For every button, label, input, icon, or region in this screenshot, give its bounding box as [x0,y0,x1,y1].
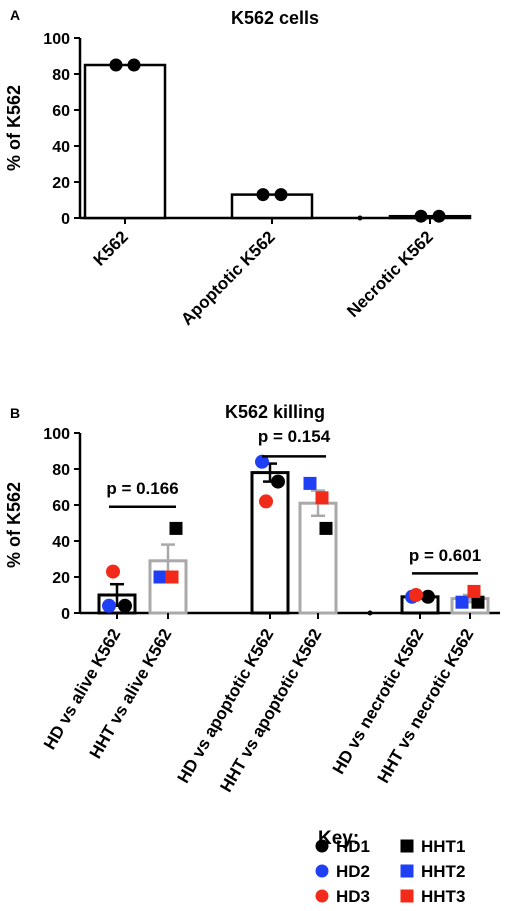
panel-b-data-point-hd2 [102,598,116,613]
panel-a-bar [388,214,472,220]
panel-b-data-point-hd3 [106,564,120,579]
legend-title: Key: [318,828,359,849]
panel-a-x-tick-label: Necrotic K562 [343,227,437,321]
panel-b-y-tick-label: 40 [52,534,70,551]
panel-b-data-point-hd1 [118,598,132,613]
panel-b-p-value-label: p = 0.166 [106,479,178,498]
panel-b-y-tick-label: 100 [43,426,70,443]
panel-a-y-tick-label: 20 [52,175,70,192]
panel-a-title: K562 cells [231,8,319,28]
legend-label-hd1: HD1 [336,837,370,856]
panel-a-x-tick-label: K562 [90,227,132,269]
panel-b-data-point-hht3 [467,584,481,598]
panel-a-y-tick-label: 0 [61,211,70,228]
panel-a-axis-marker [357,215,363,221]
panel-b-data-point-hht2 [455,595,469,609]
legend: Key: HD1 HHT1 HD2 HHT2 HD3 HHT3 [315,828,465,906]
panel-b-y-tick-label: 20 [52,570,70,587]
panel-a-y-tick-label: 100 [43,31,70,48]
panel-a-y-tick-label: 60 [52,103,70,120]
legend-marker-hd1 [315,839,329,853]
panel-b-x-tick-label: HHT vs necrotic K562 [374,626,478,787]
panel-b-x-tick-label: HD vs necrotic K562 [329,626,428,778]
legend-marker-hd3 [315,889,329,903]
panel-b-y-axis-label: % of K562 [4,482,24,568]
panel-b-data-point-hd3 [259,494,273,509]
panel-a-y-tick-label: 40 [52,139,70,156]
panel-a-bar [83,63,167,220]
panel-a-plot: 0 20 40 60 80 100 K562 Apoptotic K562 Necrotic K… [43,31,472,329]
panel-a-data-point [432,209,446,223]
panel-a-data-point [256,188,270,202]
panel-a: A K562 cells % of K562 0 20 40 60 80 100 K562 A… [4,7,472,329]
legend-marker-hht1 [400,839,414,853]
panel-b-bar [298,501,338,615]
panel-b-y-tick-label: 60 [52,498,70,515]
panel-b-data-point-hht1 [471,595,485,609]
panel-a-y-axis-label: % of K562 [4,85,24,171]
panel-b-axis-marker [367,610,373,616]
panel-a-y-tick-label: 80 [52,67,70,84]
legend-label-hd3: HD3 [336,887,370,906]
legend-marker-hd2 [315,864,329,878]
panel-a-data-point [274,188,288,202]
panel-b-data-point-hht3 [315,491,329,505]
panel-b-title: K562 killing [225,402,325,422]
panel-b-data-point-hht3 [165,570,179,584]
panel-b-data-point-hd1 [271,474,285,489]
legend-label-hd2: HD2 [336,862,370,881]
panel-b-data-point-hd3 [409,588,423,602]
panel-a-x-tick-label: Apoptotic K562 [177,227,279,329]
legend-label-hht3: HHT3 [421,887,465,906]
legend-marker-hht2 [400,864,414,878]
legend-items: HD1 HHT1 HD2 HHT2 HD3 HHT3 [315,837,465,906]
panel-b-p-value-label: p = 0.601 [409,546,481,565]
panel-b-y-tick-label: 0 [61,606,70,623]
panel-b-data-point-hht2 [303,476,317,490]
panel-b-data-point-hht1 [319,521,333,535]
panel-b: B K562 killing % of K562 0 20 40 60 80 100 HD … [4,402,500,795]
panel-b-data-point-hd1 [421,589,435,604]
panel-b-y-tick-label: 80 [52,462,70,479]
panel-a-data-point [109,58,123,72]
panel-b-data-point-hht2 [153,570,167,584]
panel-b-letter: B [10,405,20,421]
legend-label-hht2: HHT2 [421,862,465,881]
legend-marker-hht3 [400,889,414,903]
panel-b-data-point-hd2 [255,454,269,469]
panel-a-letter: A [10,7,20,23]
panel-b-bar [250,471,290,615]
panel-b-data-point-hht1 [169,521,183,535]
panel-a-bar [230,193,314,220]
panel-a-data-point [127,58,141,72]
legend-label-hht1: HHT1 [421,837,465,856]
panel-b-p-value-label: p = 0.154 [258,427,331,446]
panel-a-data-point [414,209,428,223]
